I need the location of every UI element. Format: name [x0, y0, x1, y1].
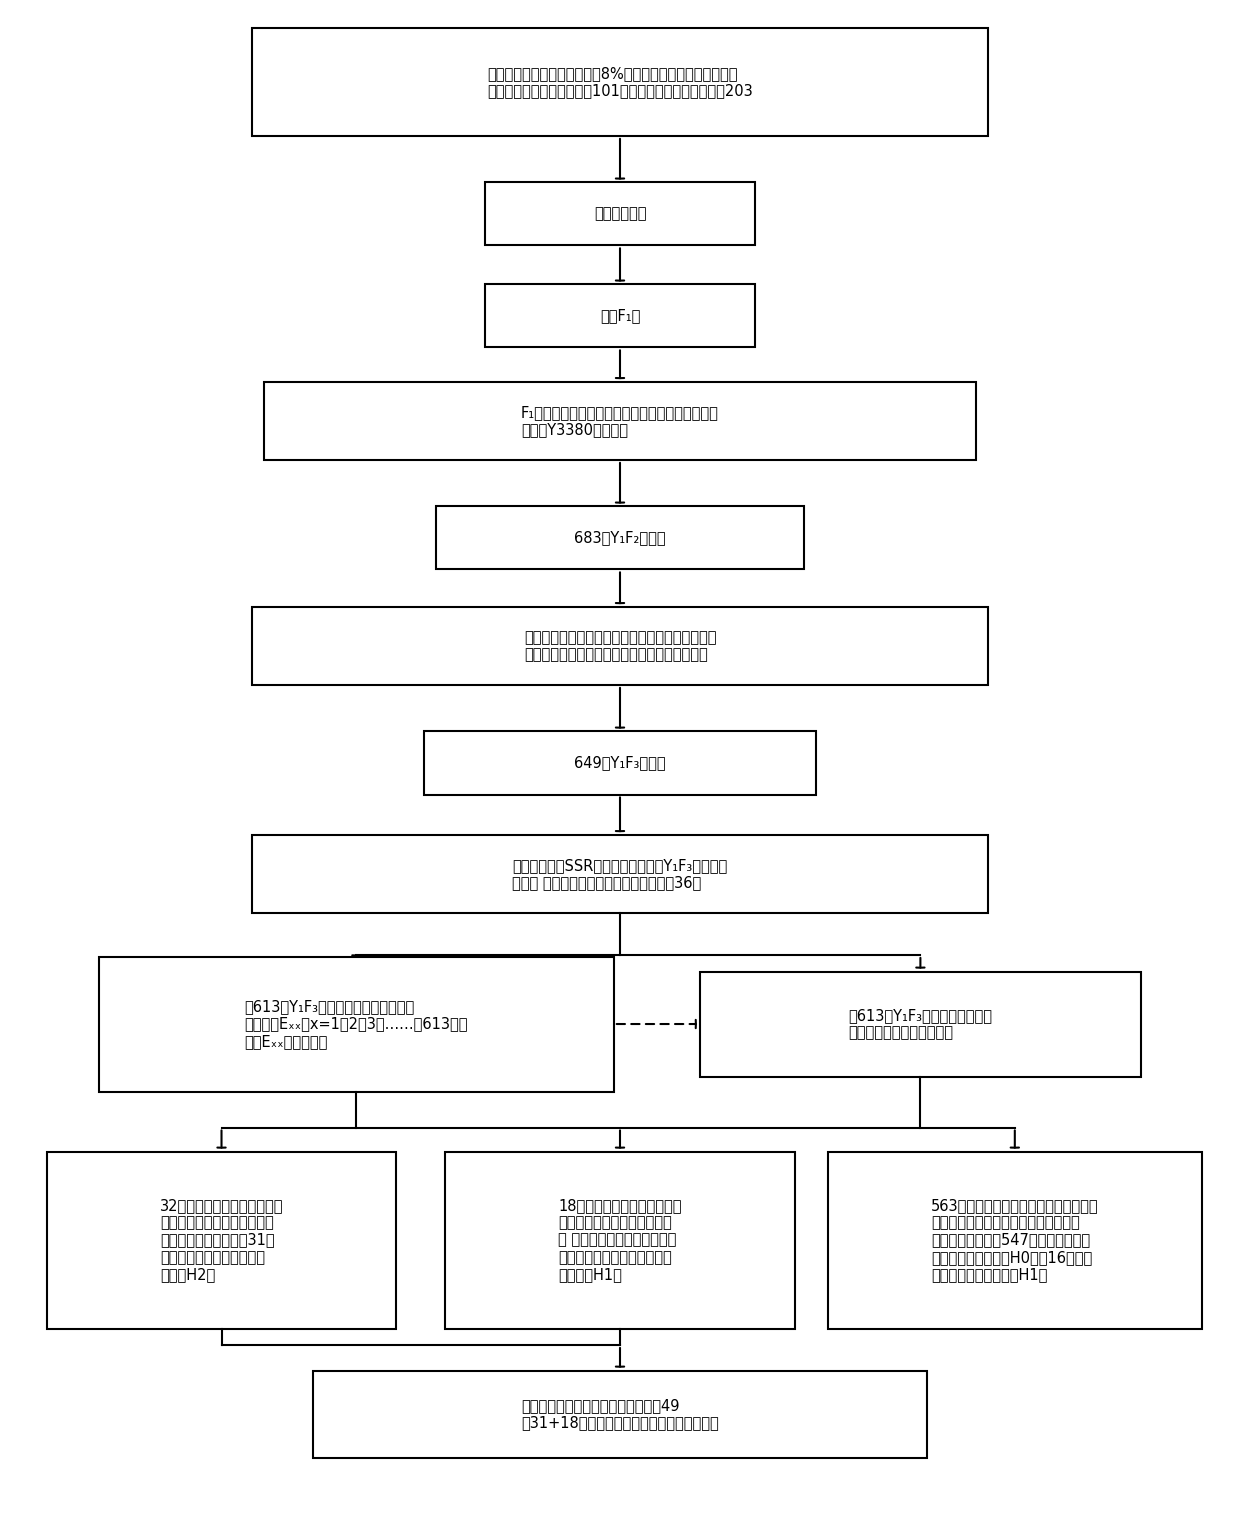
FancyBboxPatch shape	[47, 1152, 397, 1329]
Text: 通过形态学和SSR分子标记鉴定每个Y₁F₃代株系内
单株的 一致性和稳定性，淘汰非稳定株系36个: 通过形态学和SSR分子标记鉴定每个Y₁F₃代株系内 单株的 一致性和稳定性，淘汰…	[512, 858, 728, 890]
FancyBboxPatch shape	[314, 1370, 926, 1458]
Text: 649个Y₁F₃代株系: 649个Y₁F₃代株系	[574, 755, 666, 771]
FancyBboxPatch shape	[699, 972, 1141, 1076]
Text: 对613个Y₁F₃代遗传稳定株系群
体的目标性状进行调查统计: 对613个Y₁F₃代遗传稳定株系群 体的目标性状进行调查统计	[848, 1008, 992, 1040]
Text: 对613个Y₁F₃代遗传稳定株系测定其基
因组大小Eₓₓ（x=1、2、3、……、613），
绘制Eₓₓ正态分布图: 对613个Y₁F₃代遗传稳定株系测定其基 因组大小Eₓₓ（x=1、2、3、……、…	[244, 999, 469, 1049]
Text: F₁代利用人工去雄或化学杀雄后，用油菜双单倍体
诱导系Y3380花粉授粉: F₁代利用人工去雄或化学杀雄后，用油菜双单倍体 诱导系Y3380花粉授粉	[521, 404, 719, 438]
Text: 选择基因组大小在正态分布两端的共49
（31+18）株系，作为改良后的优良甘蓝株系: 选择基因组大小在正态分布两端的共49 （31+18）株系，作为改良后的优良甘蓝株…	[521, 1397, 719, 1431]
FancyBboxPatch shape	[264, 382, 976, 460]
Text: 基因组大小相对差値百分比在8%的甘蓝抗病（黑腐病和抗软腐
病）、高产的纯合品系葭抗101与甘蓝耐储运纯合品系葭储203: 基因组大小相对差値百分比在8%的甘蓝抗病（黑腐病和抗软腐 病）、高产的纯合品系葭…	[487, 65, 753, 98]
FancyBboxPatch shape	[436, 507, 804, 569]
FancyBboxPatch shape	[485, 285, 755, 348]
Text: 淘汰多倍体、单倍体植株，选择育性、倍性正常和
形态为甘蓝的单株套袋自交或常期剛蔬强制自交: 淘汰多倍体、单倍体植株，选择育性、倍性正常和 形态为甘蓝的单株套袋自交或常期剛蔬…	[523, 630, 717, 662]
Text: 杂交F₁代: 杂交F₁代	[600, 309, 640, 324]
FancyBboxPatch shape	[252, 607, 988, 684]
FancyBboxPatch shape	[445, 1152, 795, 1329]
FancyBboxPatch shape	[252, 27, 988, 136]
Text: 563个纯合株系具有耐储运、产量高、抗
黑腐病和抗软腐病等两种或两种性状，
但表现一般，其中547个纯合株系的基
因组大小主要集中在H0区，16个纯合
株系的基: 563个纯合株系具有耐储运、产量高、抗 黑腐病和抗软腐病等两种或两种性状， 但表…	[931, 1198, 1099, 1282]
Text: 18个纯合株系具有耐储运、产
量高、抗黑腐病或抗软腐病等
单 一性状表现较为突出，且这
些纯合株系的基因组大小主要
集中在的H1区: 18个纯合株系具有耐储运、产 量高、抗黑腐病或抗软腐病等 单 一性状表现较为突出…	[558, 1198, 682, 1282]
FancyBboxPatch shape	[424, 731, 816, 795]
FancyBboxPatch shape	[252, 836, 988, 913]
Text: 683粒Y₁F₂代种子: 683粒Y₁F₂代种子	[574, 530, 666, 545]
FancyBboxPatch shape	[99, 957, 614, 1092]
FancyBboxPatch shape	[485, 183, 755, 245]
Text: 32个纯合株系具有耐储运、产
量高、抗黑腐病和软腐病等综
合性状表现突出，且有31个
纯合株系的基因组大小主要
集中在H2区: 32个纯合株系具有耐储运、产 量高、抗黑腐病和软腐病等综 合性状表现突出，且有3…	[160, 1198, 283, 1282]
FancyBboxPatch shape	[828, 1152, 1202, 1329]
Text: 人工去雄杂交: 人工去雄杂交	[594, 206, 646, 221]
